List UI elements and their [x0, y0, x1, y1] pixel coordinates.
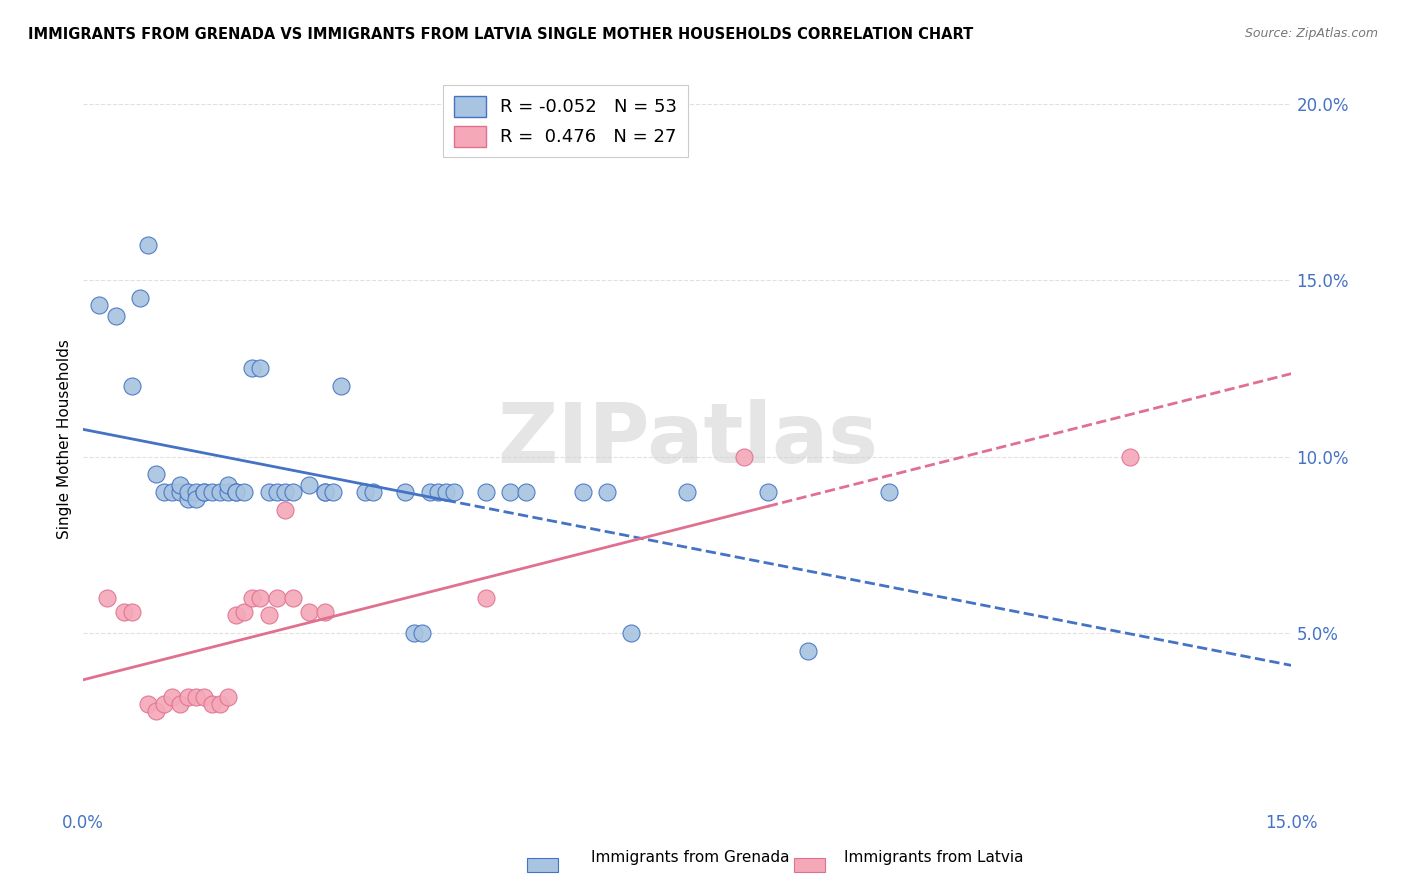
Point: [266, 485, 288, 500]
Point: [1119, 450, 1142, 464]
Text: IMMIGRANTS FROM GRENADA VS IMMIGRANTS FROM LATVIA SINGLE MOTHER HOUSEHOLDS CORRE: IMMIGRANTS FROM GRENADA VS IMMIGRANTS FR…: [28, 27, 973, 42]
Point: [193, 690, 215, 704]
Point: [193, 485, 215, 500]
Point: [354, 485, 377, 500]
Point: [217, 690, 239, 704]
Point: [330, 379, 353, 393]
Point: [411, 626, 433, 640]
Point: [121, 379, 143, 393]
Point: [201, 485, 224, 500]
Point: [177, 491, 200, 506]
Point: [797, 644, 820, 658]
Point: [160, 690, 183, 704]
Point: [281, 591, 304, 605]
Point: [571, 485, 593, 500]
Point: [314, 605, 336, 619]
Point: [257, 485, 280, 500]
Point: [177, 485, 200, 500]
Point: [426, 485, 449, 500]
Point: [242, 361, 264, 376]
Y-axis label: Single Mother Households: Single Mother Households: [58, 339, 72, 539]
Point: [225, 485, 247, 500]
Point: [209, 697, 232, 711]
Point: [515, 485, 537, 500]
Point: [96, 591, 118, 605]
Point: [112, 605, 135, 619]
Text: Source: ZipAtlas.com: Source: ZipAtlas.com: [1244, 27, 1378, 40]
Point: [249, 591, 271, 605]
Point: [153, 697, 176, 711]
Point: [314, 485, 336, 500]
Point: [273, 502, 295, 516]
Point: [145, 467, 167, 482]
Point: [153, 485, 176, 500]
Point: [242, 591, 264, 605]
Point: [201, 697, 224, 711]
Point: [249, 361, 271, 376]
Text: Immigrants from Latvia: Immigrants from Latvia: [844, 850, 1024, 865]
Point: [184, 485, 207, 500]
Point: [877, 485, 900, 500]
Point: [209, 485, 232, 500]
Point: [298, 478, 321, 492]
Point: [89, 298, 111, 312]
Point: [177, 690, 200, 704]
Point: [233, 485, 256, 500]
Point: [217, 485, 239, 500]
Point: [121, 605, 143, 619]
Point: [193, 485, 215, 500]
Text: Immigrants from Grenada: Immigrants from Grenada: [591, 850, 789, 865]
Point: [169, 697, 191, 711]
Point: [160, 485, 183, 500]
Point: [499, 485, 522, 500]
Point: [402, 626, 425, 640]
Point: [620, 626, 643, 640]
Point: [733, 450, 755, 464]
Point: [169, 478, 191, 492]
Point: [419, 485, 441, 500]
Point: [184, 690, 207, 704]
Point: [596, 485, 619, 500]
Legend: R = -0.052   N = 53, R =  0.476   N = 27: R = -0.052 N = 53, R = 0.476 N = 27: [443, 85, 689, 157]
Point: [136, 697, 159, 711]
Point: [184, 491, 207, 506]
Point: [676, 485, 699, 500]
Point: [273, 485, 295, 500]
Text: ZIPatlas: ZIPatlas: [496, 399, 877, 480]
Point: [104, 309, 127, 323]
Point: [128, 291, 150, 305]
Point: [361, 485, 384, 500]
Point: [298, 605, 321, 619]
Point: [225, 608, 247, 623]
Point: [169, 485, 191, 500]
Point: [434, 485, 457, 500]
Point: [266, 591, 288, 605]
Point: [322, 485, 344, 500]
Point: [475, 485, 498, 500]
Point: [281, 485, 304, 500]
Point: [225, 485, 247, 500]
Point: [257, 608, 280, 623]
Point: [756, 485, 779, 500]
Point: [475, 591, 498, 605]
Point: [394, 485, 416, 500]
Point: [233, 605, 256, 619]
Point: [217, 478, 239, 492]
Point: [314, 485, 336, 500]
Point: [443, 485, 465, 500]
Point: [145, 704, 167, 718]
Point: [136, 238, 159, 252]
